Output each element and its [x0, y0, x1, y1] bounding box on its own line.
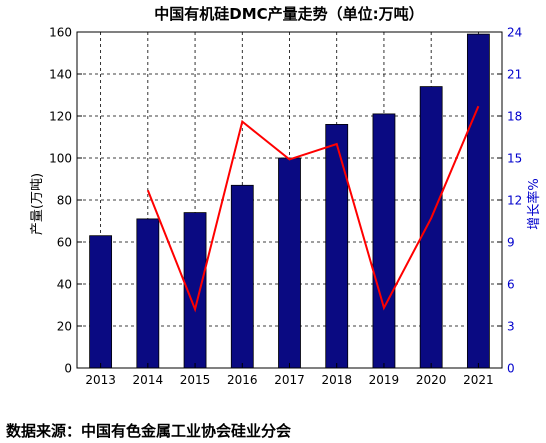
bar-2021 [466, 33, 490, 369]
bar-2014 [136, 218, 160, 369]
bar-2013 [89, 235, 113, 369]
y-axis-label: 产量(万吨) [30, 173, 45, 235]
y2-tick-label: 24 [507, 26, 522, 40]
y-tick-label: 80 [57, 194, 72, 208]
x-tick-label: 2019 [369, 373, 400, 387]
data-source-note: 数据来源：中国有色金属工业协会硅业分会 [6, 422, 292, 440]
x-tick-label: 2020 [416, 373, 447, 387]
left-axis-ticks: 0 20 40 60 80 100 120 140 160 [49, 26, 82, 376]
growth-line-series [146, 105, 480, 313]
x-tick-label: 2017 [274, 373, 305, 387]
y2-axis-label: 增长率% [526, 178, 542, 229]
y2-tick-label: 3 [507, 320, 515, 334]
y2-tick-label: 15 [507, 152, 522, 166]
y-tick-label: 60 [57, 236, 72, 250]
bar-2019 [372, 113, 396, 369]
y2-tick-label: 0 [507, 362, 515, 376]
bar-series [89, 33, 490, 369]
y2-tick-label: 21 [507, 68, 522, 82]
x-tick-label: 2015 [180, 373, 211, 387]
y2-tick-label: 12 [507, 194, 522, 208]
bar-2016 [230, 184, 254, 369]
x-tick-label: 2014 [133, 373, 164, 387]
bar-2020 [419, 86, 443, 369]
y2-tick-label: 18 [507, 110, 522, 124]
bar-2017 [278, 157, 301, 369]
x-axis-ticks: 2013 2014 2015 2016 2017 2018 2019 2020 2021 [85, 363, 494, 387]
y-tick-label: 100 [49, 152, 72, 166]
y2-tick-label: 9 [507, 236, 515, 250]
y-tick-label: 40 [57, 278, 72, 292]
y-tick-label: 0 [64, 362, 72, 376]
x-tick-label: 2013 [85, 373, 116, 387]
y-tick-label: 120 [49, 110, 72, 124]
right-axis-ticks: 0 3 6 9 12 15 18 21 24 [497, 26, 522, 376]
dmc-production-chart: 中国有机硅DMC产量走势（单位:万吨） 02040608010012014016… [30, 5, 542, 387]
y2-tick-label: 6 [507, 278, 515, 292]
x-tick-label: 2016 [227, 373, 258, 387]
x-tick-label: 2021 [463, 373, 494, 387]
y-tick-label: 160 [49, 26, 72, 40]
y-tick-label: 140 [49, 68, 72, 82]
bar-2018 [325, 124, 349, 369]
y-tick-label: 20 [57, 320, 72, 334]
x-tick-label: 2018 [321, 373, 352, 387]
chart-title: 中国有机硅DMC产量走势（单位:万吨） [154, 5, 423, 23]
growth-line [146, 105, 480, 313]
